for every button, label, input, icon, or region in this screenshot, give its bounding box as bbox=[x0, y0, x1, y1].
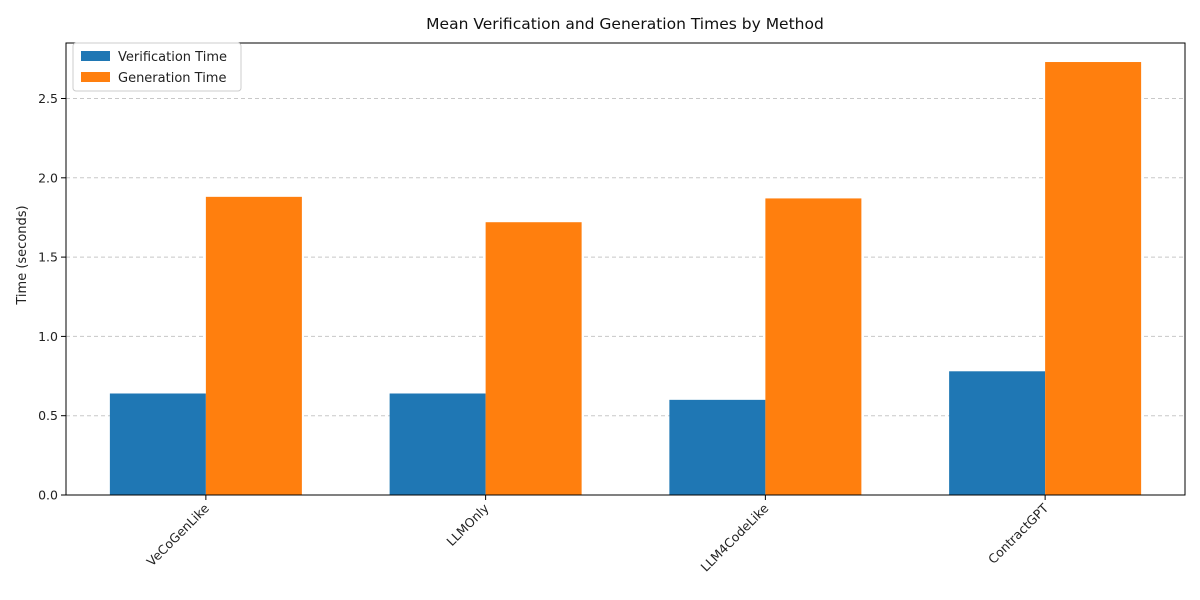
x-tick-label: LLMOnly bbox=[443, 500, 492, 549]
legend-label-0: Verification Time bbox=[118, 50, 227, 65]
verification-time-bar-vecogenlike bbox=[109, 393, 206, 495]
y-axis-ticks: 0.0 0.5 1.0 1.5 2.0 2.5 bbox=[38, 91, 66, 503]
legend-swatch-1 bbox=[81, 72, 110, 82]
generation-time-bar-llmonly bbox=[485, 222, 582, 495]
axes bbox=[65, 42, 1186, 496]
x-tick-label: LLM4CodeLike bbox=[698, 500, 772, 574]
y-tick-label: 0.0 bbox=[38, 488, 58, 503]
verification-time-bar-llm4codelike bbox=[669, 399, 766, 495]
generation-time-bar-vecogenlike bbox=[205, 196, 302, 495]
legend-swatch-0 bbox=[81, 51, 110, 61]
verification-time-bar-contractgpt bbox=[949, 371, 1046, 495]
y-axis-label: Time (seconds) bbox=[15, 205, 30, 305]
legend-box bbox=[72, 42, 242, 92]
y-tick-label: 2.0 bbox=[38, 170, 58, 185]
y-tick-label: 1.5 bbox=[38, 250, 58, 265]
legend-label-1: Generation Time bbox=[118, 71, 226, 86]
y-tick-label: 0.5 bbox=[38, 408, 58, 423]
y-tick-label: 2.5 bbox=[38, 91, 58, 106]
plot-frame bbox=[65, 42, 1186, 496]
legend: Verification Time Generation Time bbox=[72, 42, 242, 92]
x-tick-label: VeCoGenLike bbox=[143, 500, 212, 569]
chart-title: Mean Verification and Generation Times b… bbox=[426, 15, 824, 33]
generation-time-bar-contractgpt bbox=[1045, 62, 1142, 495]
x-tick-label: ContractGPT bbox=[985, 500, 1051, 566]
generation-time-bar-llm4codelike bbox=[765, 198, 862, 495]
verification-time-bar-llmonly bbox=[389, 393, 486, 495]
bars bbox=[109, 62, 1142, 495]
x-axis-ticks: VeCoGenLike LLMOnly LLM4CodeLike ContractGP… bbox=[143, 495, 1051, 574]
y-tick-label: 1.0 bbox=[38, 329, 58, 344]
